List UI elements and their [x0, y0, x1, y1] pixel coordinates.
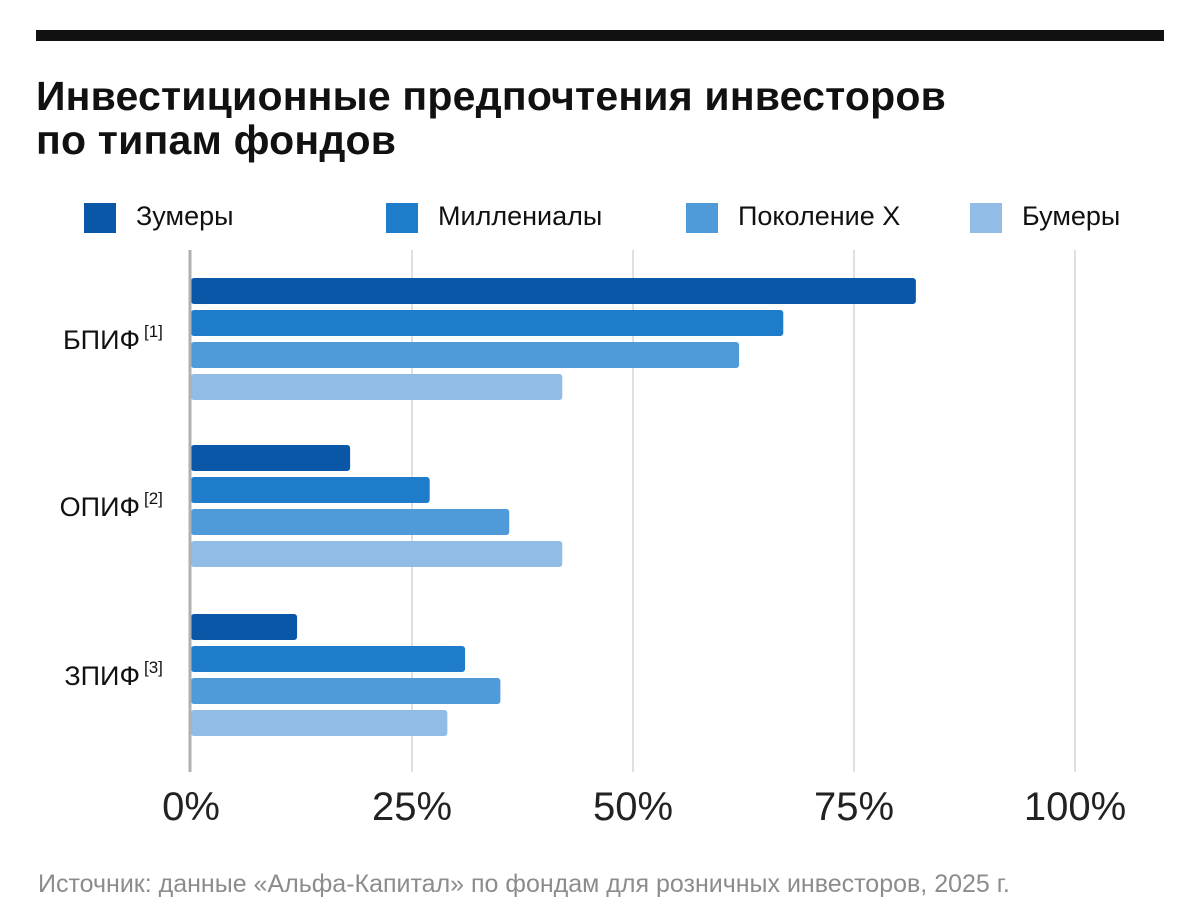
legend-label-millennials: Миллениалы [438, 201, 603, 231]
category-note: [1] [144, 322, 163, 341]
x-tick-label: 50% [593, 785, 673, 829]
category-label: БПИФ [63, 325, 140, 355]
legend-swatch-zoomers [84, 203, 116, 233]
x-tick-label: 25% [372, 785, 452, 829]
x-tick-label: 75% [814, 785, 894, 829]
chart-title-line-1: Инвестиционные предпочтения инвесторов [36, 73, 947, 119]
category-note: [2] [144, 489, 163, 508]
legend-swatch-genx [686, 203, 718, 233]
x-tick-label: 100% [1024, 785, 1126, 829]
legend-label-boomers: Бумеры [1022, 201, 1121, 231]
category-label: ОПИФ [60, 492, 140, 522]
legend-swatch-millennials [386, 203, 418, 233]
legend-label-genx: Поколение X [738, 201, 901, 231]
bar [191, 614, 298, 640]
bar-chart: БПИФ [1] ОПИФ [2] ЗПИФ [3] 0% 25% 50% 75% 100% [60, 250, 1126, 829]
bar [191, 477, 430, 503]
bar [191, 509, 510, 535]
bar [191, 646, 466, 672]
category-label: ЗПИФ [64, 661, 140, 691]
bar [191, 541, 563, 567]
bar [191, 710, 448, 736]
legend-label-zoomers: Зумеры [136, 201, 234, 231]
x-tick-label: 0% [162, 785, 220, 829]
bar [191, 445, 351, 471]
chart-title: Инвестиционные предпочтения инвесторов п… [36, 74, 1156, 162]
legend-swatch-boomers [970, 203, 1002, 233]
bar [191, 278, 916, 304]
top-rule [36, 30, 1164, 41]
bar [191, 374, 563, 400]
bar [191, 310, 784, 336]
legend: Зумеры Миллениалы Поколение X Бумеры [0, 196, 1180, 240]
bar [191, 678, 501, 704]
chart-title-line-2: по типам фондов [36, 117, 397, 163]
category-note: [3] [144, 658, 163, 677]
source-note: Источник: данные «Альфа-Капитал» по фонд… [38, 870, 1010, 898]
bar [191, 342, 740, 368]
